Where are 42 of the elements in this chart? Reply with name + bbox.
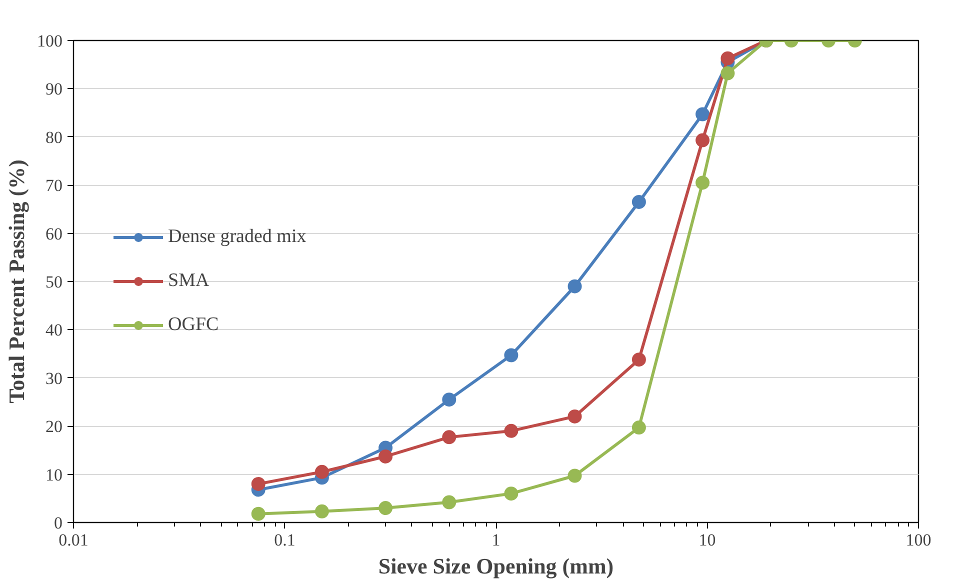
- x-axis-title: Sieve Size Opening (mm): [378, 554, 614, 578]
- y-tick-label: 30: [46, 368, 62, 388]
- point: [442, 392, 456, 407]
- point: [696, 176, 710, 190]
- y-tick-label: 0: [54, 514, 62, 532]
- point: [696, 133, 710, 148]
- point: [632, 352, 646, 367]
- point: [378, 449, 393, 464]
- y-tick-label: 100: [37, 32, 62, 50]
- point: [504, 348, 518, 362]
- y-tick-label: 70: [46, 176, 62, 196]
- point: [442, 495, 456, 510]
- point: [378, 501, 393, 516]
- y-tick-label: 60: [46, 224, 62, 244]
- y-tick-label: 20: [46, 417, 62, 436]
- x-tick-label: 1: [492, 530, 500, 550]
- x-tick-label: 100: [906, 530, 932, 550]
- point: [632, 194, 646, 209]
- x-tick-label: 0.1: [274, 530, 296, 550]
- y-tick-label: 80: [46, 128, 62, 147]
- point: [442, 430, 456, 444]
- point: [314, 504, 329, 518]
- point: [568, 468, 582, 483]
- y-tick-label: 10: [46, 465, 62, 484]
- legend-label: OGFC: [168, 314, 219, 336]
- point: [696, 107, 710, 122]
- legend-label: Dense graded mix: [168, 226, 306, 248]
- y-axis-title: Total Percent Passing (%): [4, 160, 29, 404]
- point: [314, 464, 329, 479]
- point: [504, 486, 518, 501]
- x-tick-label: 0.01: [58, 530, 88, 550]
- point: [251, 506, 266, 521]
- y-tick-label: 90: [46, 80, 62, 99]
- point: [632, 420, 646, 435]
- x-tick-label: 10: [698, 530, 716, 550]
- y-tick-label: 40: [46, 320, 62, 340]
- legend-label: SMA: [168, 270, 210, 292]
- point: [504, 424, 518, 438]
- point: [251, 476, 266, 491]
- point: [568, 279, 582, 294]
- point: [568, 409, 582, 424]
- y-tick-label: 50: [46, 272, 62, 292]
